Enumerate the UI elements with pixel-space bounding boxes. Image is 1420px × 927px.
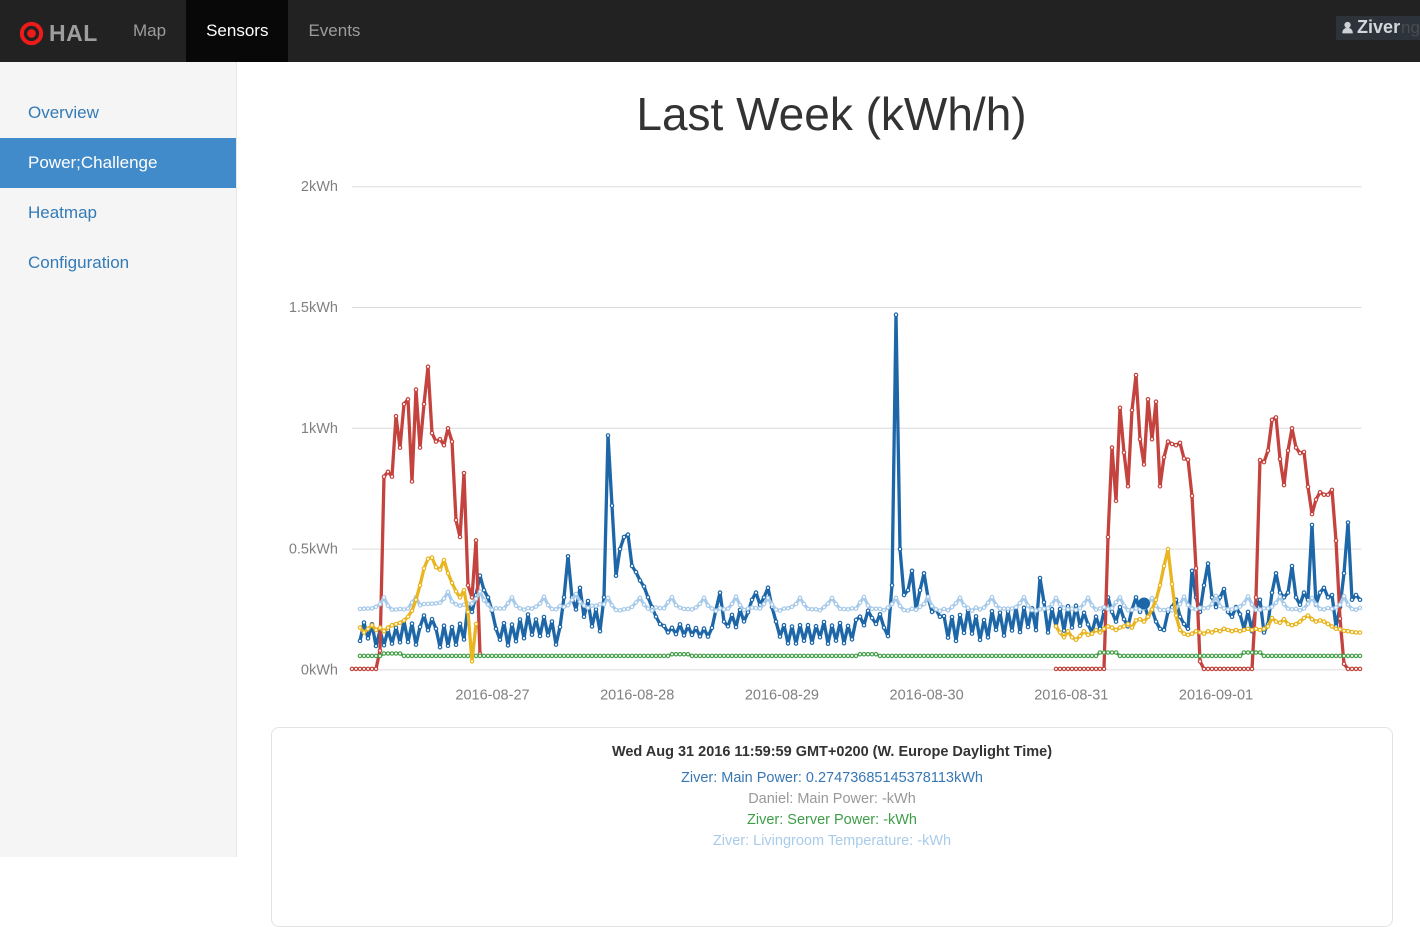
svg-text:1.5kWh: 1.5kWh bbox=[289, 300, 338, 316]
svg-text:2016-08-29: 2016-08-29 bbox=[745, 688, 819, 704]
svg-text:2016-08-31: 2016-08-31 bbox=[1034, 688, 1108, 704]
svg-text:2016-08-27: 2016-08-27 bbox=[455, 688, 529, 704]
svg-text:1kWh: 1kWh bbox=[301, 421, 338, 437]
svg-text:2016-08-30: 2016-08-30 bbox=[890, 688, 964, 704]
svg-text:0kWh: 0kWh bbox=[301, 662, 338, 678]
svg-text:2016-09-01: 2016-09-01 bbox=[1179, 688, 1253, 704]
svg-text:0.5kWh: 0.5kWh bbox=[289, 542, 338, 558]
svg-text:2kWh: 2kWh bbox=[301, 179, 338, 195]
svg-text:2016-08-28: 2016-08-28 bbox=[600, 688, 674, 704]
